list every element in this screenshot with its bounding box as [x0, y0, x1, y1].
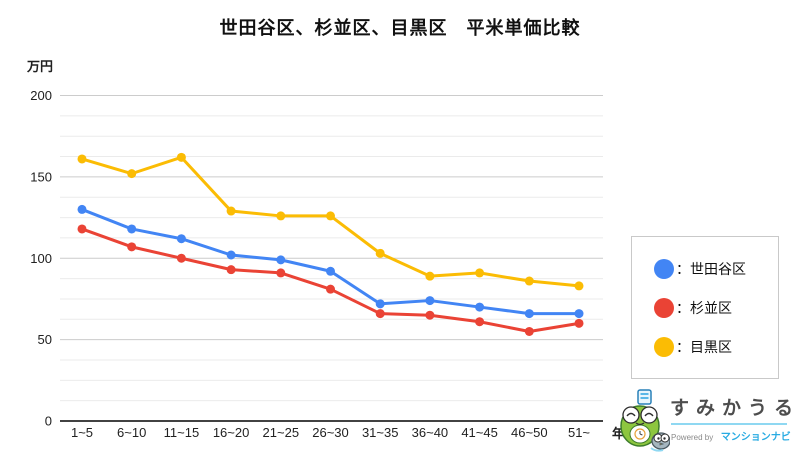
legend-label-meguro: ：目黒区: [676, 338, 732, 355]
data-point: [574, 318, 584, 328]
logo-brand-text: すみかうる: [670, 398, 800, 419]
sumikauru-logo: すみかうる Powered by マンションナビ: [618, 386, 794, 456]
data-point: [226, 206, 236, 216]
legend-label-setagaya: ：世田谷区: [676, 260, 746, 277]
legend-swatch-meguro: [654, 336, 674, 357]
x-tick-label: 31~35: [362, 425, 399, 440]
data-point: [276, 268, 286, 278]
data-point: [524, 326, 534, 336]
data-point: [574, 309, 584, 319]
y-tick-label: 200: [30, 88, 52, 103]
powered-by-text: Powered by: [671, 433, 714, 442]
data-point: [77, 224, 87, 234]
data-point: [176, 152, 186, 162]
series-line-杉並区: [80, 227, 581, 333]
logo-powered-by: Powered by マンションナビ: [671, 427, 791, 445]
data-point: [375, 299, 385, 309]
x-tick-label: 11~15: [164, 425, 200, 440]
legend-swatch-setagaya: [654, 258, 674, 279]
y-tick-label: 50: [38, 332, 52, 347]
legend-label-suginami: ：杉並区: [676, 299, 732, 316]
chart-legend: ：世田谷区 ：杉並区 ：目黒区: [631, 236, 779, 379]
data-point: [425, 271, 435, 281]
data-point: [127, 169, 137, 179]
y-tick-label: 0: [45, 414, 52, 429]
x-tick-label: 21~25: [263, 425, 300, 440]
y-tick-label: 150: [30, 169, 52, 184]
mascot-frog-icon: [620, 389, 670, 452]
line-chart: 0 50 100 150 200 1~5 6~10 11~15 16~20 21~25 26~30 3…: [30, 88, 603, 440]
x-tick-label: 46~50: [511, 425, 548, 440]
x-tick-label: 36~40: [412, 425, 449, 440]
data-point: [326, 266, 335, 276]
logo-divider: [671, 423, 787, 425]
x-tick-label: 6~10: [117, 425, 146, 440]
data-point: [475, 302, 485, 312]
data-point: [425, 296, 435, 306]
legend-item-setagaya: ：世田谷区: [654, 258, 778, 279]
data-point: [524, 309, 534, 319]
legend-item-meguro: ：目黒区: [654, 336, 778, 357]
y-tick-label: 100: [30, 251, 52, 266]
series-line-世田谷区: [80, 207, 581, 316]
data-point: [524, 276, 534, 286]
data-point: [574, 281, 584, 291]
data-point: [375, 309, 385, 319]
data-point: [176, 253, 186, 263]
x-tick-label: 1~5: [71, 425, 93, 440]
data-point: [276, 211, 286, 221]
data-point: [475, 268, 485, 278]
data-point: [475, 317, 485, 327]
data-point: [127, 242, 137, 252]
data-point: [375, 248, 385, 258]
data-point: [276, 255, 286, 265]
legend-item-suginami: ：杉並区: [654, 297, 778, 318]
data-point: [127, 224, 137, 234]
data-point: [326, 284, 335, 294]
powered-brand-text: マンションナビ: [720, 432, 791, 443]
legend-swatch-suginami: [654, 297, 674, 318]
x-tick-label: 26~30: [312, 425, 349, 440]
data-point: [326, 211, 335, 221]
x-tick-label: 16~20: [213, 425, 250, 440]
data-point: [77, 154, 87, 164]
y-axis-unit-label: 万円: [27, 59, 54, 74]
data-point: [226, 265, 236, 275]
data-point: [425, 310, 435, 320]
x-tick-label: 41~45: [461, 425, 498, 440]
x-tick-label: 51~: [568, 425, 590, 440]
data-point: [176, 234, 186, 244]
data-point: [226, 250, 236, 260]
data-point: [77, 204, 87, 214]
chart-title: 世田谷区、杉並区、目黒区 平米単価比較: [219, 18, 581, 38]
